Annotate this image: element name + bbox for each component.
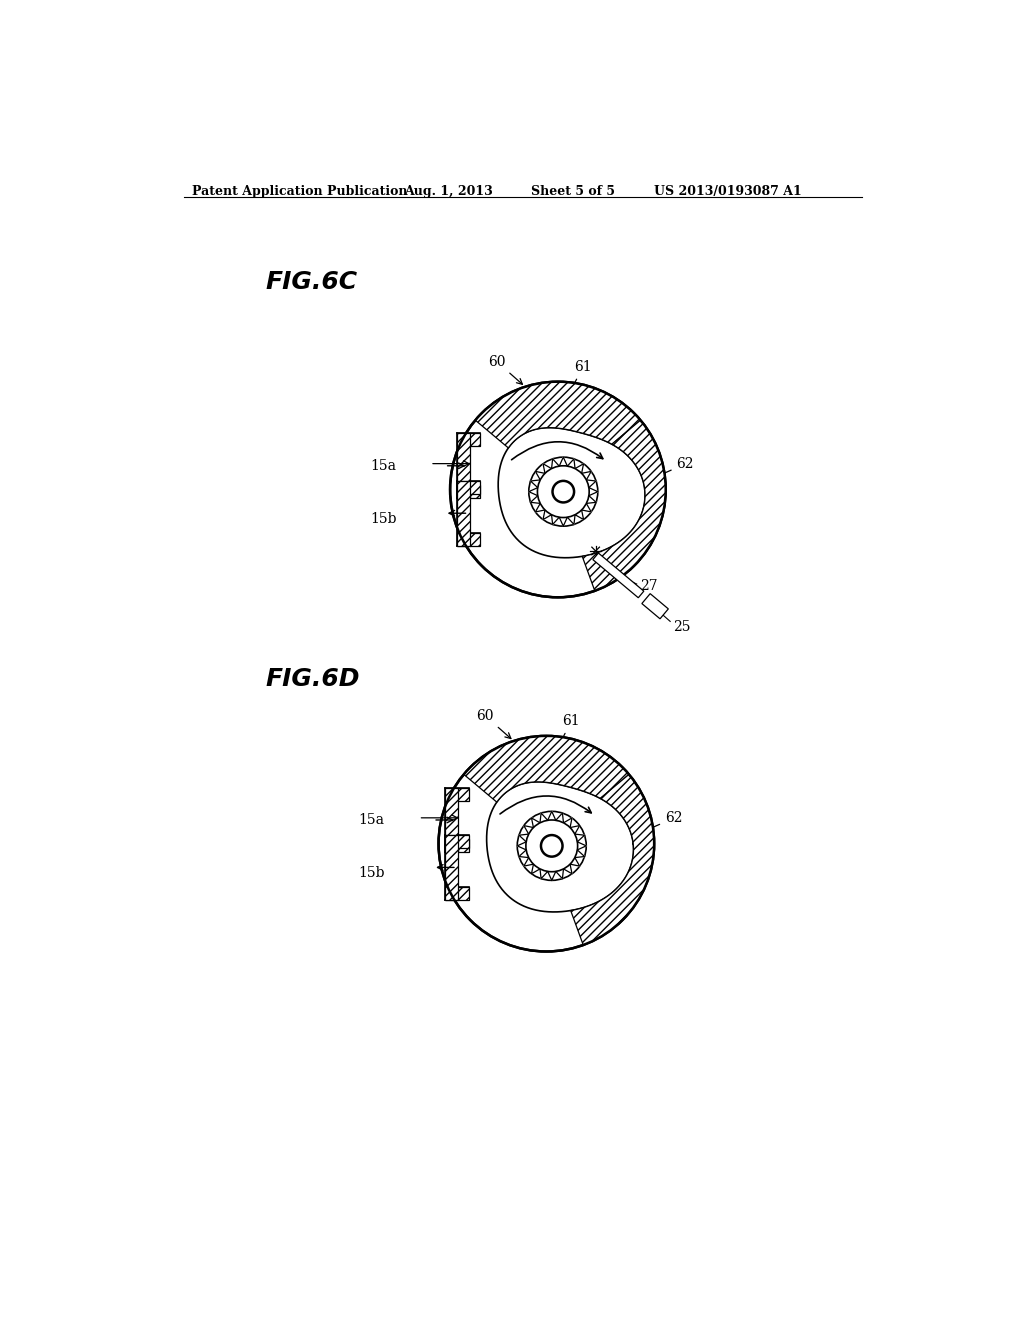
Text: Patent Application Publication: Patent Application Publication [193, 185, 408, 198]
Polygon shape [475, 381, 640, 447]
Polygon shape [583, 420, 666, 591]
Polygon shape [528, 457, 598, 527]
Text: Sheet 5 of 5: Sheet 5 of 5 [531, 185, 615, 198]
Circle shape [526, 820, 578, 871]
Polygon shape [457, 533, 480, 545]
Circle shape [438, 737, 654, 952]
Polygon shape [486, 781, 634, 912]
Text: FIG.6D: FIG.6D [265, 667, 359, 690]
Text: 25: 25 [674, 620, 691, 634]
Text: Aug. 1, 2013: Aug. 1, 2013 [403, 185, 493, 198]
Polygon shape [642, 594, 669, 619]
Polygon shape [517, 812, 587, 880]
Text: 61: 61 [570, 360, 592, 391]
Circle shape [528, 457, 598, 527]
Text: 15a: 15a [371, 459, 396, 473]
Text: 62: 62 [643, 810, 682, 832]
Polygon shape [445, 840, 469, 853]
Circle shape [517, 812, 587, 880]
Text: 60: 60 [476, 709, 511, 738]
Polygon shape [593, 553, 644, 598]
Circle shape [553, 480, 574, 503]
Text: 62: 62 [654, 457, 694, 478]
Polygon shape [445, 836, 458, 900]
Polygon shape [445, 836, 469, 847]
Text: 26: 26 [623, 536, 640, 549]
Polygon shape [457, 433, 470, 498]
Text: FIG.6C: FIG.6C [265, 271, 357, 294]
Polygon shape [457, 486, 480, 498]
Polygon shape [464, 737, 629, 803]
Text: 15b: 15b [358, 866, 385, 880]
Text: 15b: 15b [371, 512, 397, 525]
Polygon shape [498, 428, 645, 558]
Text: 15a: 15a [358, 813, 385, 828]
Polygon shape [445, 788, 469, 800]
Text: US 2013/0193087 A1: US 2013/0193087 A1 [654, 185, 802, 198]
Polygon shape [570, 775, 654, 945]
Text: 61: 61 [559, 714, 581, 744]
Circle shape [538, 466, 589, 517]
Polygon shape [445, 788, 458, 853]
Polygon shape [457, 480, 480, 494]
Text: 60: 60 [487, 355, 522, 384]
Circle shape [451, 381, 666, 597]
Polygon shape [445, 887, 469, 900]
Polygon shape [457, 433, 480, 446]
Circle shape [541, 836, 562, 857]
Text: 27: 27 [640, 579, 657, 593]
Polygon shape [457, 480, 470, 545]
